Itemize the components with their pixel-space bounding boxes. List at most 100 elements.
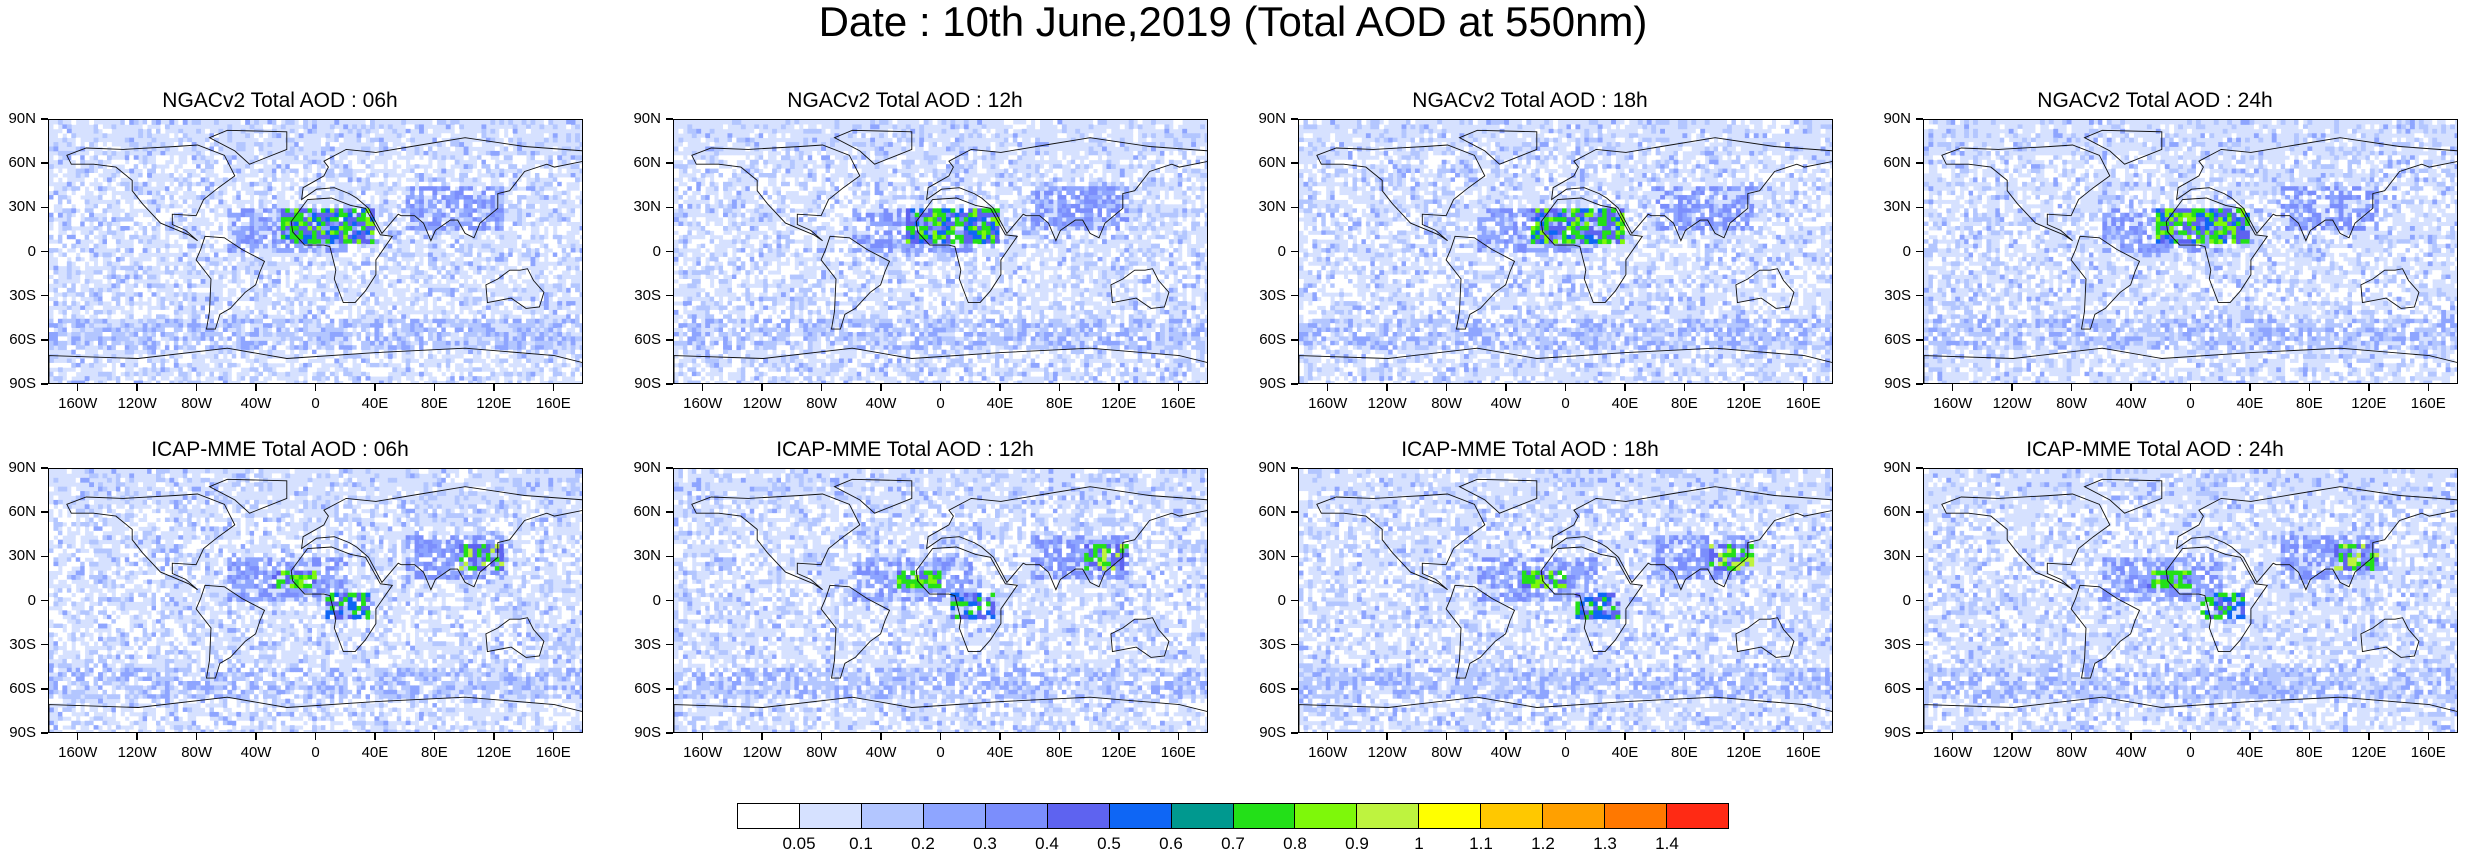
lat-label: 0 — [1240, 592, 1286, 609]
coastline — [1299, 129, 1832, 383]
lon-label: 40E — [2220, 745, 2280, 761]
lat-label: 0 — [1865, 243, 1911, 260]
colorbar-box — [1109, 804, 1172, 828]
panel-title: ICAP-MME Total AOD : 06h — [0, 438, 580, 462]
lat-label: 90N — [1865, 460, 1911, 476]
lon-label: 160E — [2398, 745, 2458, 761]
lon-label: 120W — [732, 396, 792, 412]
lat-tick — [666, 732, 673, 734]
lon-label: 160W — [1923, 396, 1983, 412]
lon-tick — [1624, 384, 1626, 391]
coastline — [1299, 478, 1832, 732]
lon-label: 80W — [167, 745, 227, 761]
lat-tick — [41, 688, 48, 690]
lat-tick — [1916, 511, 1923, 513]
lat-label: 30S — [1865, 287, 1911, 304]
lat-label: 90S — [615, 725, 661, 741]
main-title: Date : 10th June,2019 (Total AOD at 550n… — [0, 0, 2466, 44]
lat-tick — [1291, 467, 1298, 469]
lon-label: 160W — [48, 396, 108, 412]
lon-label: 0 — [911, 396, 971, 412]
colorbar-box — [923, 804, 986, 828]
lon-tick — [2249, 733, 2251, 740]
lon-tick — [1564, 733, 1567, 740]
lat-tick — [1291, 688, 1298, 690]
lon-label: 160E — [1773, 396, 1833, 412]
lat-label: 0 — [0, 243, 36, 260]
lon-tick — [939, 384, 942, 391]
lat-tick — [666, 467, 673, 469]
lat-label: 90S — [0, 376, 36, 392]
lon-label: 120W — [1982, 745, 2042, 761]
lat-tick — [1291, 250, 1298, 253]
lon-tick — [761, 384, 763, 391]
lat-tick — [1916, 732, 1923, 734]
lon-label: 80E — [404, 745, 464, 761]
lat-label: 60S — [615, 680, 661, 697]
lat-label: 30N — [0, 548, 36, 564]
lat-tick — [1291, 383, 1298, 385]
lon-tick — [195, 384, 198, 391]
lon-tick — [552, 733, 555, 740]
lon-tick — [1683, 733, 1686, 740]
lon-label: 160E — [523, 396, 583, 412]
lat-tick — [41, 118, 48, 120]
lat-tick — [1916, 599, 1923, 602]
lat-tick — [1916, 643, 1923, 646]
lat-tick — [41, 339, 48, 341]
lat-label: 30S — [1865, 636, 1911, 653]
lon-label: 0 — [1536, 745, 1596, 761]
lat-tick — [1916, 206, 1923, 209]
lat-tick — [1291, 294, 1298, 297]
lon-label: 80E — [2279, 396, 2339, 412]
colorbar-label: 0.5 — [1079, 835, 1139, 853]
lon-tick — [1177, 733, 1180, 740]
lon-label: 160W — [48, 745, 108, 761]
lon-label: 40W — [851, 396, 911, 412]
lat-tick — [666, 599, 673, 602]
lat-tick — [666, 555, 673, 558]
map-panel: NGACv2 Total AOD : 24h 90N 60N 30N 0 30S 60S 90… — [1875, 89, 2458, 426]
lat-label: 60N — [615, 504, 661, 520]
lat-label: 90N — [1240, 111, 1286, 127]
lat-tick — [666, 250, 673, 253]
lat-label: 0 — [0, 592, 36, 609]
lon-tick — [1058, 384, 1061, 391]
lon-label: 160W — [1298, 745, 1358, 761]
lat-label: 60N — [1240, 504, 1286, 520]
lat-tick — [41, 467, 48, 469]
lat-label: 60S — [1865, 680, 1911, 697]
lon-label: 80W — [2042, 396, 2102, 412]
colorbar-box — [1543, 804, 1606, 828]
map-panel: ICAP-MME Total AOD : 12h 90N 60N 30N 0 30S 60S… — [625, 438, 1208, 775]
colorbar-box — [1171, 804, 1234, 828]
lat-label: 60S — [1865, 331, 1911, 348]
lat-tick — [1291, 206, 1298, 209]
coastline — [49, 478, 582, 732]
lon-label: 40W — [2101, 745, 2161, 761]
lon-label: 120E — [464, 396, 524, 412]
lon-label: 40E — [970, 745, 1030, 761]
lat-label: 30N — [1865, 199, 1911, 215]
colorbar-box — [1233, 804, 1296, 828]
colorbar-label: 0.6 — [1141, 835, 1201, 853]
lat-tick — [1291, 511, 1298, 513]
aod-map — [673, 119, 1208, 384]
lat-label: 90S — [615, 376, 661, 392]
lat-tick — [1916, 383, 1923, 385]
lat-label: 90N — [615, 460, 661, 476]
lon-tick — [1743, 733, 1745, 740]
lon-label: 0 — [2161, 745, 2221, 761]
lon-label: 40W — [851, 745, 911, 761]
lat-label: 30S — [1240, 636, 1286, 653]
panel-title: NGACv2 Total AOD : 18h — [1230, 89, 1830, 113]
lon-tick — [701, 733, 704, 740]
lon-tick — [1683, 384, 1686, 391]
lon-tick — [2189, 384, 2192, 391]
panel-title: ICAP-MME Total AOD : 12h — [605, 438, 1205, 462]
lon-tick — [999, 733, 1001, 740]
lat-tick — [1916, 118, 1923, 120]
lat-tick — [41, 294, 48, 297]
lon-tick — [2427, 384, 2430, 391]
panel-title: ICAP-MME Total AOD : 18h — [1230, 438, 1830, 462]
